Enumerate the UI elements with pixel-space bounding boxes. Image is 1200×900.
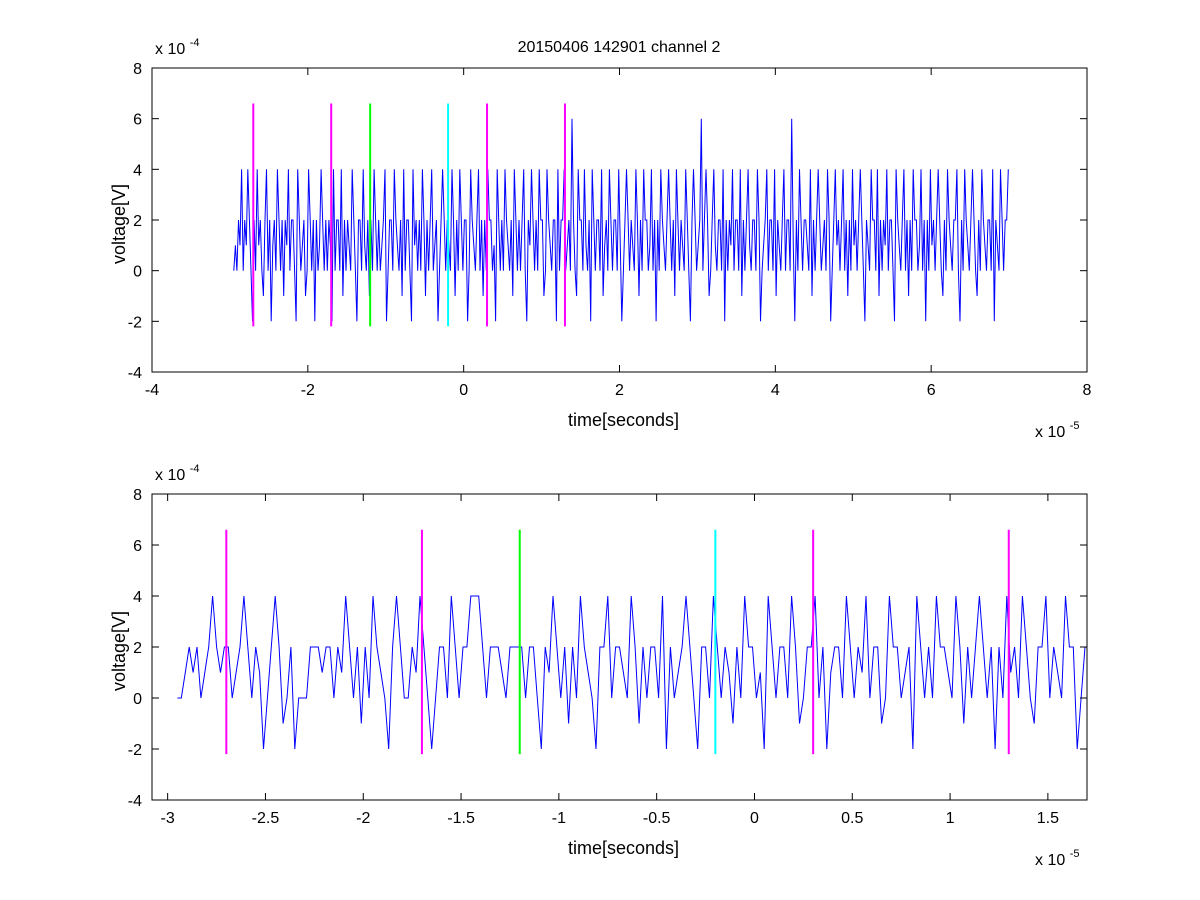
x-multiplier: x 10 -5 [1035,848,1079,869]
x-tick-label: 1.5 [1037,810,1059,827]
y-axis-label: voltage[V] [109,611,129,691]
y-tick-label: 4 [133,589,142,606]
signal-line [177,595,1086,750]
top-subplot: -4 -2 0 2 4 6 8 -4 -2 0 2 4 6 8 time[seconds] voltage[V… [109,37,1092,441]
y-multiplier-base: x 10 [155,467,190,484]
y-tick-label: -4 [128,793,142,810]
x-tick-label: -1.5 [447,810,475,827]
y-tick-label: -4 [128,365,142,382]
x-tick-label: -4 [145,382,159,399]
y-tick-label: 8 [133,61,142,78]
x-tick-label: -1 [552,810,566,827]
figure-title: 20150406 142901 channel 2 [518,39,721,56]
y-tick-label: -2 [128,314,142,331]
y-multiplier: x 10 -4 [155,37,199,58]
bottom-subplot: -3 -2.5 -2 -1.5 -1 -0.5 0 0.5 1 1.5 -4 -2 0 2 4 6 8 time[… [109,463,1088,869]
y-tick-label: 6 [133,112,142,129]
y-tick-label: 6 [133,538,142,555]
y-tick-label: 4 [133,162,142,179]
x-tick-label: 4 [771,382,780,399]
x-multiplier-base: x 10 [1035,852,1070,869]
y-tick-label: 2 [133,640,142,657]
x-tick-label: 0.5 [841,810,863,827]
x-tick-label: -2 [356,810,370,827]
x-multiplier: x 10 -5 [1035,420,1079,441]
x-axis-label: time[seconds] [568,410,679,430]
x-multiplier-base: x 10 [1035,424,1070,441]
x-tick-label: -3 [161,810,175,827]
y-multiplier: x 10 -4 [155,463,199,484]
y-tick-label: 0 [133,691,142,708]
y-axis-label: voltage[V] [109,184,129,264]
x-multiplier-exponent: -5 [1070,420,1080,432]
y-multiplier-exponent: -4 [190,463,200,475]
x-tick-label: 2 [615,382,624,399]
y-tick-label: 0 [133,264,142,281]
y-tick-label: 2 [133,213,142,230]
x-axis-label: time[seconds] [568,838,679,858]
x-tick-label: 1 [946,810,955,827]
x-multiplier-exponent: -5 [1070,848,1080,860]
x-tick-label: 6 [927,382,936,399]
y-multiplier-base: x 10 [155,41,190,58]
y-tick-label: -2 [128,742,142,759]
y-multiplier-exponent: -4 [190,37,200,49]
x-tick-label: 8 [1083,382,1092,399]
signal-line [233,118,1009,322]
x-tick-label: -2 [301,382,315,399]
x-tick-label: -0.5 [643,810,671,827]
x-tick-label: 0 [459,382,468,399]
x-tick-label: 0 [750,810,759,827]
y-tick-label: 8 [133,487,142,504]
x-tick-label: -2.5 [252,810,280,827]
